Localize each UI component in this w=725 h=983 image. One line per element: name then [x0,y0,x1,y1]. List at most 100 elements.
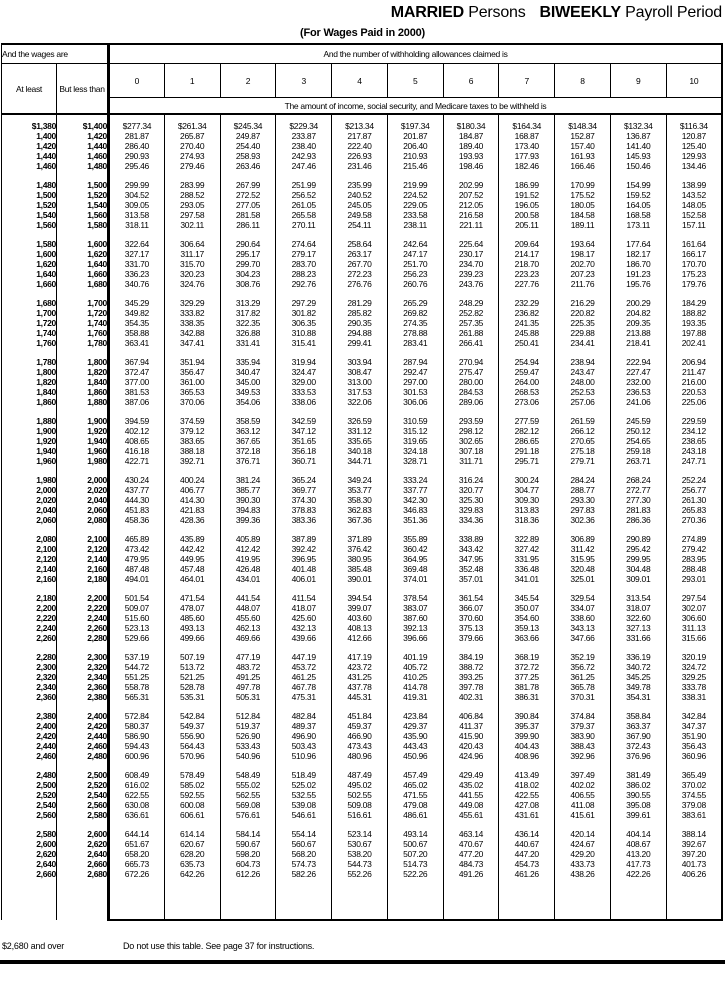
allowance-number-header: 8 [554,63,611,98]
tax-value-cell: 445.31 [331,692,388,702]
tax-value-cell: 311.17 [164,249,221,259]
at-least-cell: 1,440 [1,151,57,161]
tax-value-cell: 371.89 [331,534,388,544]
tax-value-cell: 333.82 [164,308,221,318]
tax-value-cell: 325.30 [443,495,500,505]
wage-row: 1,440 1,460 290.93 274.93 258.93 242.93 226.93… [1,151,723,161]
tax-value-cell: 209.64 [498,239,556,249]
tax-value-cell: 166.17 [681,249,707,259]
but-less-than-cell: 1,940 [56,436,110,446]
at-least-cell: 1,780 [1,357,57,367]
tax-value-cell: 297.54 [681,593,707,603]
tax-value-cell: 236.53 [610,387,667,397]
tax-value-cell: 336.23 [108,269,165,279]
but-less-than-cell: 2,080 [56,515,110,525]
tax-value-cell: 635.73 [164,859,221,869]
at-least-cell: 2,080 [1,534,57,544]
tax-value-cell: 269.82 [387,308,444,318]
tax-value-cell: 266.12 [554,426,611,436]
tax-value-cell: 540.96 [220,751,277,761]
tax-value-cell: 287.94 [387,357,444,367]
at-least-cell: 2,120 [1,554,57,564]
tax-value-cell: 381.78 [498,682,556,692]
tax-value-cell: 204.82 [610,308,667,318]
tax-value-cell: 392.71 [164,456,221,466]
tax-value-cell: 285.82 [331,308,388,318]
allowance-number-header: 0 [108,63,165,98]
tax-value-cell: 327.42 [498,544,556,554]
tax-value-cell: 189.40 [443,141,500,151]
tax-value-cell: 499.66 [164,633,221,643]
tax-value-cell: 590.67 [220,839,277,849]
tax-value-cell: 283.41 [387,338,444,348]
at-least-cell: 2,560 [1,810,57,820]
tax-value-cell: 392.42 [275,544,333,554]
tax-value-cell: 304.23 [220,269,277,279]
tax-value-cell: 454.73 [498,859,556,869]
tax-value-cell: 196.05 [498,200,556,210]
tax-value-cell: 392.96 [554,751,611,761]
tax-value-cell: 219.99 [387,180,444,190]
wage-row: $1,380 $1,400 $277.34 $261.34 $245.34 $229.34… [1,121,723,131]
at-least-cell: 2,660 [1,869,57,879]
wage-row: 2,060 2,080 458.36 428.36 399.36 383.36 367.36… [1,515,723,525]
tax-value-cell: 233.58 [387,210,444,220]
tax-value-cell: 358.59 [220,416,277,426]
tax-value-cell: 299.95 [610,554,667,564]
at-least-cell: 1,980 [1,475,57,485]
tax-value-cell: 380.95 [331,554,388,564]
tax-value-cell: 465.02 [387,780,444,790]
tax-value-cell: 265.87 [164,131,221,141]
tax-value-cell: 311.42 [554,544,611,554]
tax-value-cell: 315.95 [554,554,611,564]
wage-row: 1,680 1,700 345.29 329.29 313.29 297.29 281.29… [1,298,723,308]
tax-value-cell: 482.84 [275,711,333,721]
but-less-than-cell: 2,060 [56,505,110,515]
tax-value-cell: 197.88 [681,328,707,338]
tax-value-cell: $229.34 [275,121,333,131]
at-least-cell: 1,860 [1,397,57,407]
tax-value-cell: 477.20 [443,849,500,859]
allowance-number-header: 6 [443,63,500,98]
tax-value-cell: 405.72 [387,662,444,672]
tax-value-cell: 308.47 [331,367,388,377]
tax-value-cell: 422.26 [610,869,667,879]
tax-value-cell: 250.41 [498,338,556,348]
tax-value-cell: 394.59 [108,416,165,426]
tax-value-cell: 317.82 [220,308,277,318]
tax-value-cell: 340.76 [108,279,165,289]
tax-value-cell: 286.65 [498,436,556,446]
spacer-row [1,643,723,652]
tax-value-cell: 310.59 [387,416,444,426]
tax-value-cell: 390.01 [331,574,388,584]
tax-value-cell: 356.18 [275,446,333,456]
wage-row: 1,520 1,540 309.05 293.05 277.05 261.05 245.05… [1,200,723,210]
tax-value-cell: 252.24 [681,475,707,485]
tax-value-cell: 390.30 [220,495,277,505]
but-less-than-cell: 1,760 [56,328,110,338]
but-less-than-cell: 1,920 [56,426,110,436]
tax-value-cell: 320.23 [164,269,221,279]
tax-value-cell: 200.58 [498,210,556,220]
allowance-number-header: 7 [498,63,556,98]
tax-value-cell: 383.07 [387,603,444,613]
but-less-than-cell: 2,000 [56,475,110,485]
tax-value-cell: 180.05 [554,200,611,210]
but-less-than-cell: 2,640 [56,849,110,859]
at-least-cell: 2,340 [1,682,57,692]
tax-value-cell: 419.95 [220,554,277,564]
tax-value-cell: 458.36 [108,515,165,525]
but-less-than-cell: 1,500 [56,180,110,190]
tax-value-cell: 334.36 [443,515,500,525]
tax-value-cell: 651.67 [108,839,165,849]
tax-value-cell: 395.37 [498,721,556,731]
tax-value-cell: 329.00 [275,377,333,387]
tax-value-cell: 564.43 [164,741,221,751]
wage-row: 2,620 2,640 658.20 628.20 598.20 568.20 538.20… [1,849,723,859]
tax-value-cell: 616.02 [108,780,165,790]
tax-value-cell: 288.77 [554,485,611,495]
tax-value-cell: 491.25 [220,672,277,682]
tax-value-cell: 374.01 [387,574,444,584]
but-less-than-cell: 2,480 [56,751,110,761]
tax-value-cell: 402.02 [554,780,611,790]
